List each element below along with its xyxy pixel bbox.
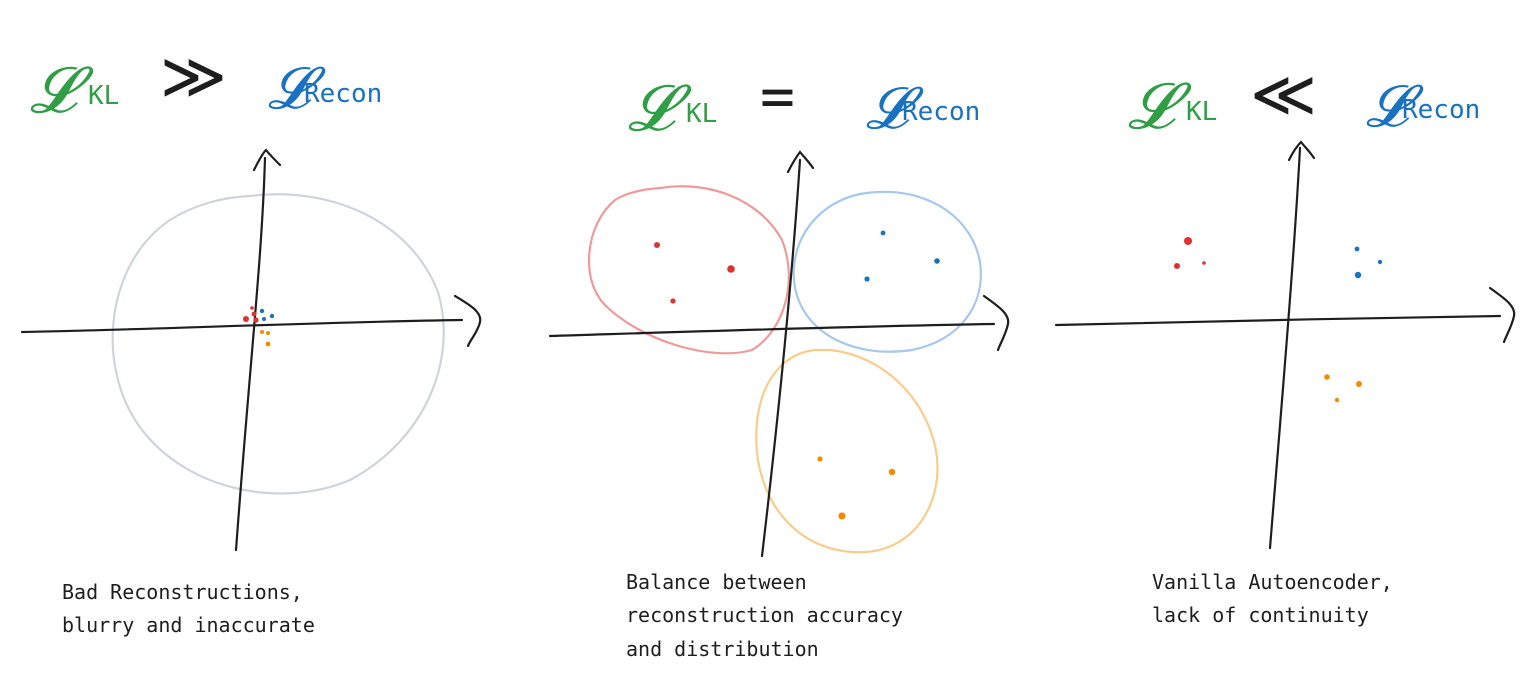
panel-1-caption: Bad Reconstructions, blurry and inaccura… — [62, 580, 315, 637]
red-point — [1202, 261, 1206, 265]
orange-point — [1356, 381, 1362, 387]
y-axis-arrowhead — [786, 150, 815, 174]
kl-loss-label: KL — [88, 81, 119, 111]
caption-line: blurry and inaccurate — [62, 613, 315, 637]
x-axis — [548, 322, 996, 338]
panel-3-axes — [1054, 140, 1516, 550]
panel-3-points — [1174, 237, 1383, 403]
x-axis-arrowhead — [982, 294, 1010, 352]
panel-2-heading: 𝓛 KL = 𝓛 Recon — [628, 62, 980, 146]
red-point — [727, 265, 735, 273]
y-axis — [760, 158, 802, 558]
orange-cluster — [817, 456, 896, 520]
panel-kl-dominant: 𝓛 KL ≫ 𝓛 Recon — [20, 40, 482, 637]
red-cluster — [654, 242, 735, 304]
blue-point — [262, 317, 266, 321]
recon-loss-label: Recon — [902, 97, 980, 127]
x-axis-arrowhead — [1488, 286, 1516, 344]
panel-3-caption: Vanilla Autoencoder, lack of continuity — [1152, 570, 1405, 627]
panel-kl-balanced: 𝓛 KL = 𝓛 Recon — [548, 62, 1010, 661]
recon-loss-label: Recon — [1402, 95, 1480, 125]
caption-line: Bad Reconstructions, — [62, 580, 303, 604]
relation-equal: = — [760, 62, 795, 130]
orange-cluster-region — [755, 348, 939, 554]
red-point — [243, 316, 249, 322]
panel-1-heading: 𝓛 KL ≫ 𝓛 Recon — [30, 40, 382, 128]
kl-loss-symbol: 𝓛 — [30, 54, 94, 128]
caption-line: reconstruction accuracy — [626, 603, 903, 627]
blue-cluster — [259, 308, 275, 321]
blue-point — [259, 308, 265, 314]
red-cluster-region — [587, 185, 790, 355]
orange-point — [260, 330, 264, 334]
y-axis — [1268, 146, 1302, 550]
kl-loss-symbol: 𝓛 — [628, 72, 692, 146]
x-axis-arrowhead — [453, 294, 482, 348]
blue-point — [1377, 259, 1383, 265]
panel-1-axes — [20, 148, 482, 552]
blue-point — [880, 230, 886, 236]
red-point — [654, 242, 660, 248]
panel-2-caption: Balance between reconstruction accuracy … — [626, 570, 915, 661]
orange-point — [817, 456, 823, 462]
orange-cluster — [260, 330, 271, 347]
kl-loss-symbol: 𝓛 — [1128, 70, 1192, 144]
blue-point — [269, 313, 275, 319]
red-cluster — [1174, 237, 1206, 269]
red-point — [1184, 237, 1192, 245]
caption-line: and distribution — [626, 637, 819, 661]
red-point — [253, 317, 259, 323]
panel-2-points — [654, 230, 940, 520]
kl-loss-label: KL — [686, 99, 717, 129]
red-point — [1174, 263, 1180, 269]
relation-much-less: ≪ — [1250, 58, 1317, 132]
red-point — [250, 306, 254, 310]
caption-line: lack of continuity — [1152, 603, 1369, 627]
panel-3-heading: 𝓛 KL ≪ 𝓛 Recon — [1128, 58, 1480, 144]
panel-recon-dominant: 𝓛 KL ≪ 𝓛 Recon — [1054, 58, 1516, 627]
red-point — [251, 311, 257, 317]
y-axis-arrowhead — [1287, 140, 1316, 162]
latent-region-circle — [111, 193, 445, 495]
y-axis-arrowhead — [252, 148, 282, 172]
red-point — [670, 298, 676, 304]
orange-point — [266, 331, 270, 335]
kl-loss-label: KL — [1186, 97, 1217, 127]
orange-point — [1324, 374, 1330, 380]
panel-2-axes — [548, 150, 1010, 558]
orange-point — [838, 512, 846, 520]
blue-cluster — [1354, 246, 1383, 279]
x-axis — [1054, 314, 1502, 327]
caption-line: Vanilla Autoencoder, — [1152, 570, 1393, 594]
caption-line: Balance between — [626, 570, 807, 594]
orange-point — [888, 468, 896, 476]
blue-cluster — [864, 230, 940, 282]
relation-much-greater: ≫ — [160, 40, 227, 114]
orange-point — [265, 341, 271, 347]
blue-point — [864, 276, 870, 282]
x-axis — [20, 318, 464, 334]
blue-cluster-region — [792, 190, 982, 353]
panel-1-points — [243, 306, 275, 347]
orange-cluster — [1324, 374, 1362, 403]
red-cluster — [243, 306, 259, 323]
orange-point — [1334, 397, 1340, 403]
recon-loss-label: Recon — [304, 79, 382, 109]
blue-point — [1354, 246, 1360, 252]
blue-point — [934, 258, 940, 264]
blue-point — [1354, 271, 1362, 279]
